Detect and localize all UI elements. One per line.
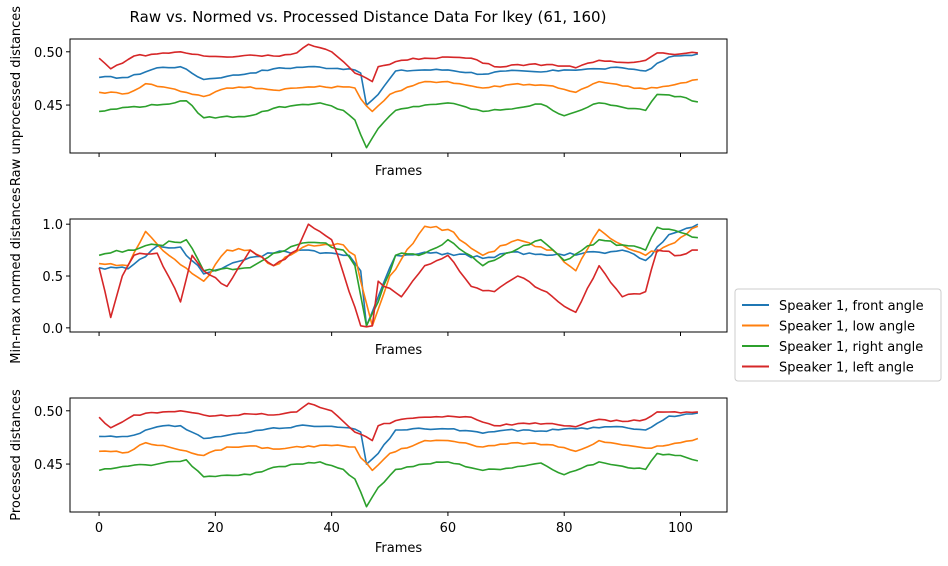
x-tick-label: 40 — [323, 521, 340, 536]
series-line-3 — [98, 452, 699, 508]
y-tick-label: 0.45 — [34, 458, 63, 473]
y-tick-label: 0.45 — [34, 99, 63, 114]
legend-label: Speaker 1, low angle — [779, 320, 915, 335]
series-line-3 — [98, 226, 698, 327]
legend: Speaker 1, front angle Speaker 1, low ang… — [734, 288, 942, 382]
y-axis-label: Raw unprocessed distances — [9, 6, 24, 186]
chart-title: Raw vs. Normed vs. Processed Distance Da… — [130, 8, 607, 26]
series-line-2 — [99, 437, 699, 472]
series-line-4 — [98, 402, 698, 442]
y-tick-label: 0.50 — [34, 46, 63, 61]
axes-frame — [69, 397, 728, 513]
series-line-4 — [98, 43, 698, 83]
x-tick-label: 20 — [207, 521, 224, 536]
x-tick-label: 80 — [556, 521, 573, 536]
legend-label: Speaker 1, front angle — [779, 299, 924, 314]
x-tick-label: 60 — [440, 521, 457, 536]
axes-frame — [69, 38, 728, 154]
x-axis-label: Frames — [375, 164, 423, 179]
subplot-3: 0.45 0.50 0 20 40 60 80 100 Frames Processed dist… — [9, 389, 728, 556]
legend-label: Speaker 1, right angle — [779, 340, 923, 355]
x-axis-label: Frames — [375, 541, 423, 556]
legend-label: Speaker 1, left angle — [779, 361, 914, 376]
axes-frame — [69, 218, 728, 333]
series-line-4 — [98, 223, 698, 328]
subplot-1: 0.45 0.50 Frames Raw unprocessed distances — [9, 6, 728, 186]
series-line-3 — [99, 93, 699, 149]
series-line-1 — [99, 412, 699, 465]
y-tick-label: 0.0 — [42, 322, 63, 337]
y-axis-label: Processed distances — [9, 389, 24, 521]
series-line-1 — [98, 223, 699, 327]
y-tick-label: 1.0 — [42, 218, 63, 233]
y-tick-label: 0.50 — [34, 405, 63, 420]
series-line-2 — [98, 78, 698, 113]
series-line-1 — [98, 53, 699, 106]
subplot-2: 0.0 0.5 1.0 Frames Min-max normed distances — [9, 187, 728, 364]
series-line-2 — [99, 225, 699, 327]
legend-box — [734, 288, 942, 382]
x-axis-label: Frames — [375, 343, 423, 358]
x-tick-label: 0 — [95, 521, 103, 536]
y-axis-label: Min-max normed distances — [9, 187, 24, 364]
x-tick-label: 100 — [668, 521, 693, 536]
y-tick-label: 0.5 — [42, 270, 63, 285]
